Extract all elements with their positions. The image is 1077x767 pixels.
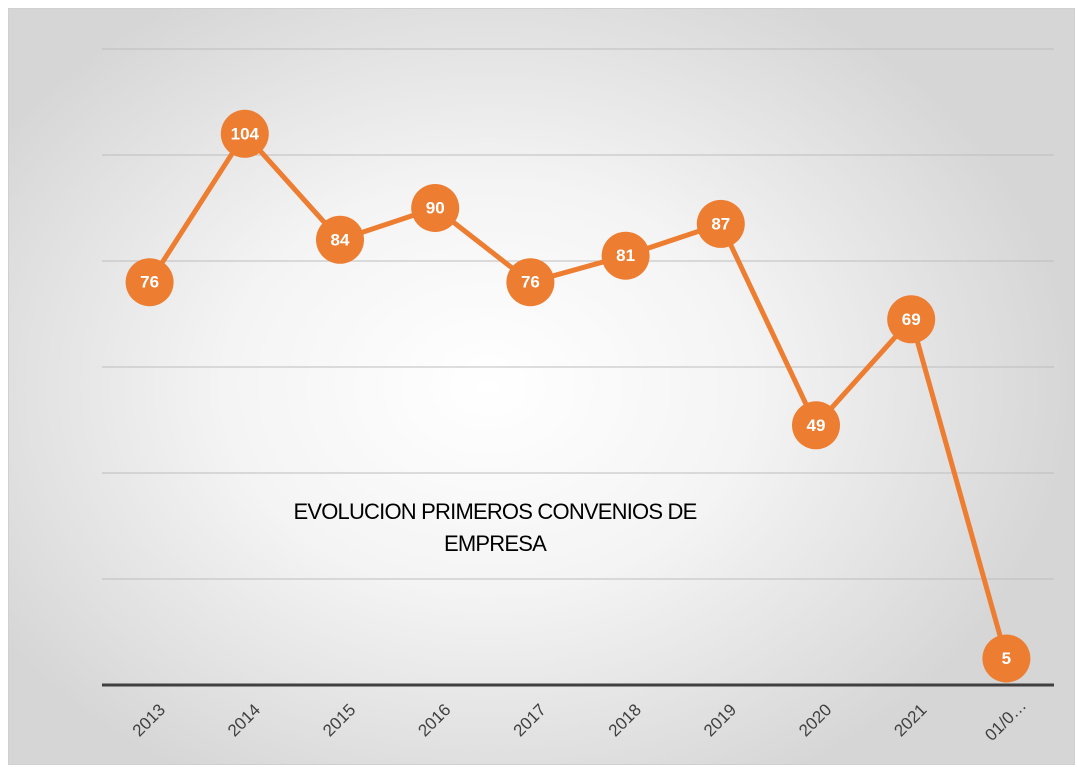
x-tick-label: 2015 xyxy=(319,700,359,740)
data-label: 84 xyxy=(331,230,350,249)
data-label: 90 xyxy=(426,198,445,217)
x-tick-label: 2014 xyxy=(224,700,264,740)
point xyxy=(411,184,460,232)
point xyxy=(601,231,650,280)
data-label: 76 xyxy=(140,273,159,292)
point xyxy=(696,199,745,248)
chart-title: EVOLUCION PRIMEROS CONVENIOS DE EMPRESA xyxy=(293,499,697,556)
point xyxy=(125,258,174,307)
x-tick-label: 2021 xyxy=(890,700,930,740)
point xyxy=(887,295,936,344)
point xyxy=(316,215,364,264)
point xyxy=(982,634,1031,683)
line xyxy=(147,131,1009,660)
x-tick-label: 2013 xyxy=(129,700,169,740)
data-label: 76 xyxy=(521,273,540,292)
x-tick-label: 2017 xyxy=(510,700,550,740)
x-tick-label: 2018 xyxy=(605,700,645,740)
point xyxy=(792,401,840,450)
x-tick-label: 2020 xyxy=(795,700,835,740)
point xyxy=(220,109,269,158)
data-label: 81 xyxy=(616,246,635,265)
x-tick-label: 2016 xyxy=(414,700,454,740)
chart-background xyxy=(8,8,1075,765)
data-label: 5 xyxy=(1002,649,1011,668)
data-label: 87 xyxy=(711,214,730,233)
point xyxy=(506,258,555,307)
x-tick-label: 2019 xyxy=(700,700,740,740)
x-tick-label: 01/0… xyxy=(981,696,1030,745)
data-label: 104 xyxy=(231,124,260,143)
data-label: 49 xyxy=(807,416,826,435)
data-label: 69 xyxy=(902,310,921,329)
